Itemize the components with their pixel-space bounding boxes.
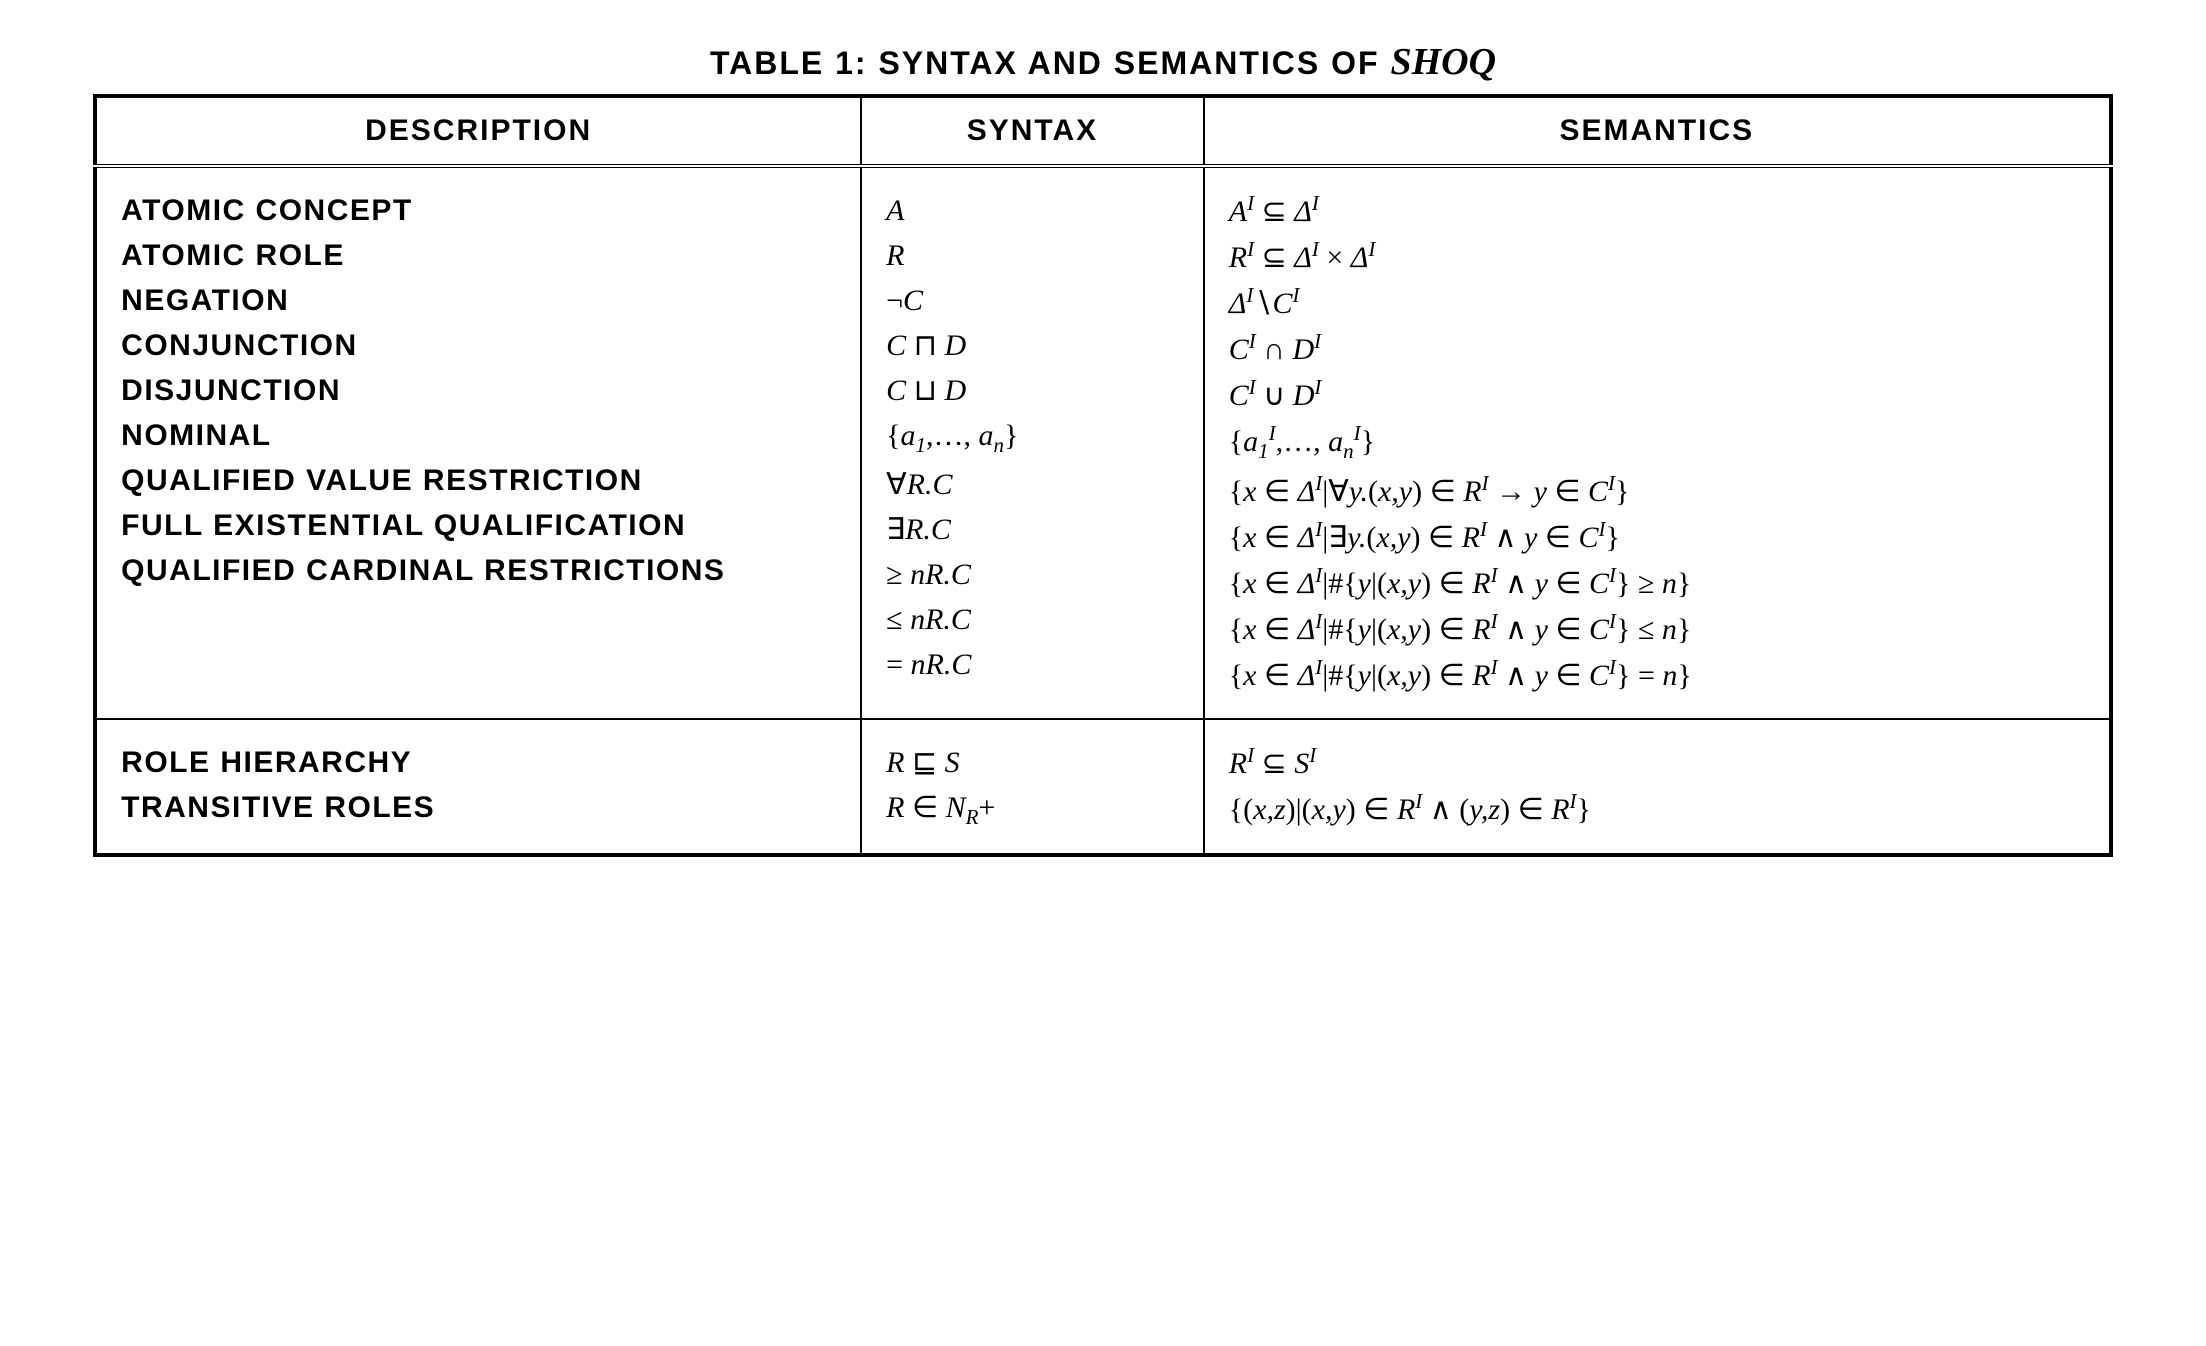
semantics-text: RI ⊆ ΔI × ΔI [1229, 234, 2085, 280]
syntax-text: ≥ nR.C [886, 552, 1179, 597]
semantics-cell: RI ⊆ SI{(x,z)|(x,y) ∈ RI ∧ (y,z) ∈ RI} [1204, 719, 2111, 856]
syntax-text: A [886, 188, 1179, 233]
table-row: ROLE HIERARCHYTRANSITIVE ROLESR ⊑ SR ∈ N… [95, 719, 2111, 856]
syntax-text: R ∈ NR+ [886, 785, 1179, 834]
syntax-cell: AR¬CC ⊓ DC ⊔ D{a1,…, an}∀R.C∃R.C≥ nR.C≤ … [861, 166, 1204, 719]
syntax-text: ∀R.C [886, 462, 1179, 507]
description-cell: ATOMIC CONCEPTATOMIC ROLENEGATIONCONJUNC… [95, 166, 861, 719]
semantics-text: CI ∪ DI [1229, 372, 2085, 418]
semantics-text: ΔI∖CI [1229, 280, 2085, 326]
semantics-text: {x ∈ ΔI|#{y|(x,y) ∈ RI ∧ y ∈ CI} = n} [1229, 652, 2085, 698]
syntax-text: R [886, 233, 1179, 278]
semantics-cell: AI ⊆ ΔIRI ⊆ ΔI × ΔIΔI∖CICI ∩ DICI ∪ DI{a… [1204, 166, 2111, 719]
syntax-text: = nR.C [886, 642, 1179, 687]
semantics-text: {x ∈ ΔI|#{y|(x,y) ∈ RI ∧ y ∈ CI} ≤ n} [1229, 606, 2085, 652]
description-text: DISJUNCTION [121, 368, 836, 413]
table-row: ATOMIC CONCEPTATOMIC ROLENEGATIONCONJUNC… [95, 166, 2111, 719]
syntax-text: ¬C [886, 278, 1179, 323]
description-text [121, 593, 836, 638]
syntax-semantics-table: DESCRIPTION SYNTAX SEMANTICS ATOMIC CONC… [93, 94, 2113, 857]
description-text: TRANSITIVE ROLES [121, 785, 836, 830]
semantics-text: CI ∩ DI [1229, 326, 2085, 372]
syntax-text: C ⊔ D [886, 368, 1179, 413]
semantics-text: {(x,z)|(x,y) ∈ RI ∧ (y,z) ∈ RI} [1229, 786, 2085, 832]
syntax-text: {a1,…, an} [886, 413, 1179, 462]
semantics-text: {x ∈ ΔI|∀y.(x,y) ∈ RI → y ∈ CI} [1229, 468, 2085, 514]
description-text: ROLE HIERARCHY [121, 740, 836, 785]
syntax-text: C ⊓ D [886, 323, 1179, 368]
description-text: ATOMIC ROLE [121, 233, 836, 278]
header-syntax: SYNTAX [861, 96, 1204, 166]
description-text: NOMINAL [121, 413, 836, 458]
syntax-cell: R ⊑ SR ∈ NR+ [861, 719, 1204, 856]
description-text: NEGATION [121, 278, 836, 323]
syntax-text: ∃R.C [886, 507, 1179, 552]
table-caption: TABLE 1: SYNTAX AND SEMANTICS OF SHOQ [40, 40, 2166, 84]
table-body: ATOMIC CONCEPTATOMIC ROLENEGATIONCONJUNC… [95, 166, 2111, 855]
description-text: ATOMIC CONCEPT [121, 188, 836, 233]
header-description: DESCRIPTION [95, 96, 861, 166]
description-text: FULL EXISTENTIAL QUALIFICATION [121, 503, 836, 548]
header-row: DESCRIPTION SYNTAX SEMANTICS [95, 96, 2111, 166]
caption-italic: SHOQ [1390, 41, 1496, 83]
description-cell: ROLE HIERARCHYTRANSITIVE ROLES [95, 719, 861, 856]
header-semantics: SEMANTICS [1204, 96, 2111, 166]
semantics-text: {x ∈ ΔI|#{y|(x,y) ∈ RI ∧ y ∈ CI} ≥ n} [1229, 560, 2085, 606]
semantics-text: RI ⊆ SI [1229, 740, 2085, 786]
description-text [121, 638, 836, 683]
syntax-text: R ⊑ S [886, 740, 1179, 785]
caption-prefix: TABLE 1: SYNTAX AND SEMANTICS OF [710, 45, 1391, 81]
description-text: QUALIFIED CARDINAL RESTRICTIONS [121, 548, 836, 593]
semantics-text: {x ∈ ΔI|∃y.(x,y) ∈ RI ∧ y ∈ CI} [1229, 514, 2085, 560]
semantics-text: {a1I,…, anI} [1229, 418, 2085, 468]
semantics-text: AI ⊆ ΔI [1229, 188, 2085, 234]
description-text: CONJUNCTION [121, 323, 836, 368]
description-text: QUALIFIED VALUE RESTRICTION [121, 458, 836, 503]
syntax-text: ≤ nR.C [886, 597, 1179, 642]
